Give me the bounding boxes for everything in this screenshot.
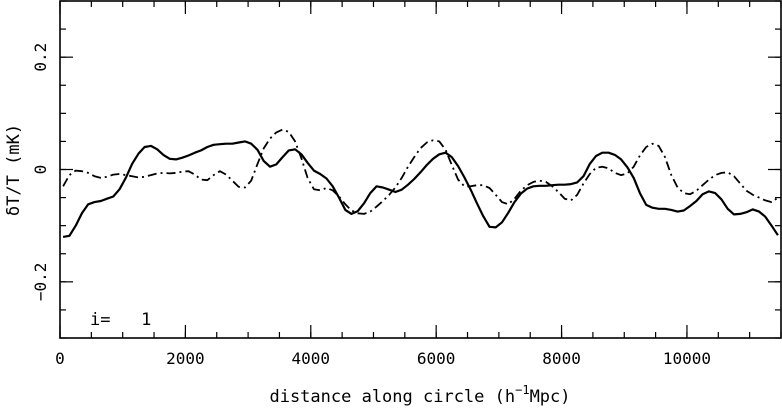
series-dashdot-line <box>62 128 779 215</box>
x-tick-label: 0 <box>55 349 65 368</box>
plot-frame <box>59 0 782 339</box>
axis-ticks <box>59 0 782 339</box>
series-solid-line <box>62 140 779 238</box>
y-axis-title: δT/T (mK) <box>4 124 24 216</box>
x-tick-label: 2000 <box>166 349 205 368</box>
x-axis-title-rest: Mpc) <box>530 387 571 407</box>
x-axis-title-superscript: −1 <box>515 383 529 397</box>
x-axis-title: distance along circle (h−1Mpc) <box>269 383 570 407</box>
y-tick-label: 0 <box>31 165 50 175</box>
y-tick-label: 0.2 <box>31 43 50 72</box>
x-axis-title-main: distance along circle (h <box>269 387 515 407</box>
x-tick-label: 10000 <box>663 349 711 368</box>
x-tick-label: 8000 <box>542 349 581 368</box>
series-lines <box>62 128 779 238</box>
tick-labels: 0 2000 4000 6000 8000 10000 −0.2 0 0.2 <box>31 43 711 368</box>
x-tick-label: 4000 <box>292 349 331 368</box>
y-tick-label: −0.2 <box>31 263 50 302</box>
chart-annotation: i= 1 <box>90 310 151 330</box>
x-tick-label: 6000 <box>417 349 456 368</box>
